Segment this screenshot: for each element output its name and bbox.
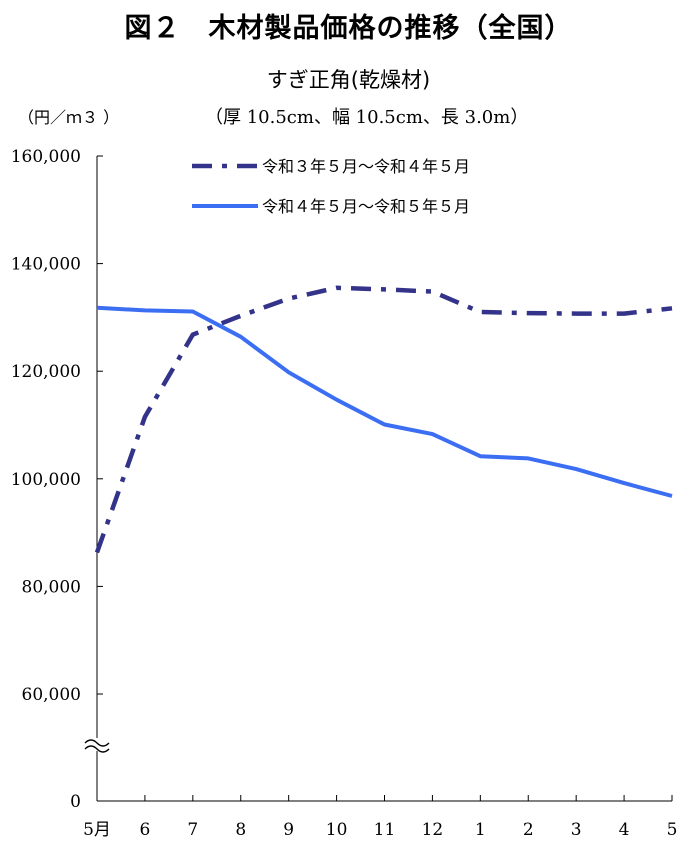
axis-break-mask	[83, 738, 111, 751]
x-tick-label: 6	[140, 820, 151, 840]
x-tick-label: 2	[523, 820, 534, 840]
y-tick-label: 0	[70, 792, 81, 812]
x-tick-label: 4	[619, 820, 630, 840]
y-tick-label: 80,000	[22, 577, 81, 597]
y-tick-label: 60,000	[22, 685, 81, 705]
x-tick-label: 3	[571, 820, 582, 840]
chart-axes	[83, 156, 672, 802]
x-tick-label: 9	[283, 820, 294, 840]
x-tick-label: 8	[235, 820, 246, 840]
series-line-2	[96, 305, 673, 498]
axis-ticks: 0 60,000 80,000 100,000 120,000 140,000 160,00…	[11, 147, 678, 840]
y-tick-label: 160,000	[11, 147, 81, 167]
x-tick-label: 5月	[83, 820, 111, 840]
chart-title: 図２ 木材製品価格の推移（全国）	[124, 13, 573, 44]
x-tick-label: 10	[326, 820, 348, 840]
axis-break-symbol	[84, 745, 110, 753]
axis-break-symbol	[84, 739, 110, 747]
legend-label-1: 令和３年５月～令和４年５月	[262, 157, 470, 176]
x-tick-label: 7	[187, 820, 198, 840]
x-tick-label: 12	[422, 820, 444, 840]
x-tick-label: 1	[475, 820, 486, 840]
product-spec-label: （厚 10.5cm、幅 10.5cm、長 3.0m）	[205, 107, 529, 128]
x-tick-label: 11	[374, 820, 396, 840]
y-tick-label: 120,000	[11, 362, 81, 382]
series-layer	[94, 285, 673, 554]
y-axis-unit-label: （円／ｍ３ ）	[18, 108, 120, 127]
x-tick-label: 5	[667, 820, 678, 840]
series-line-1	[94, 285, 673, 554]
y-tick-label: 100,000	[11, 470, 81, 490]
legend-label-2: 令和４年５月～令和５年５月	[262, 197, 470, 216]
chart-subtitle: すぎ正角(乾燥材)	[266, 68, 431, 92]
y-tick-label: 140,000	[11, 255, 81, 275]
